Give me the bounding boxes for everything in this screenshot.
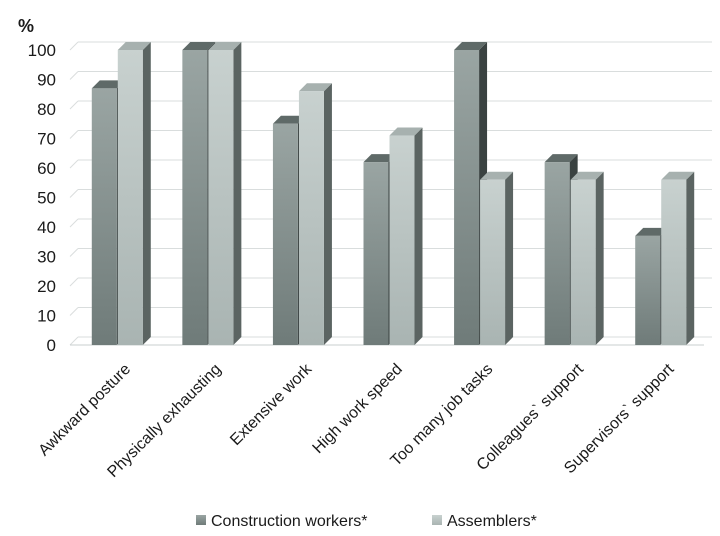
y-tick-label: 90 <box>37 71 56 90</box>
legend-label: Construction workers* <box>211 513 368 530</box>
y-tick-label: 70 <box>37 130 56 149</box>
y-tick-label: 60 <box>37 159 56 178</box>
legend-item-assemblers: Assemblers* <box>432 513 537 530</box>
y-tick-label: 30 <box>37 248 56 267</box>
y-tick-label: 50 <box>37 189 56 208</box>
x-category-label: Awkward posture <box>36 361 135 460</box>
gridline-side <box>69 130 79 139</box>
bar-assemblers <box>661 171 695 345</box>
gridline-side <box>69 277 79 287</box>
legend-item-construction-workers: Construction workers* <box>196 513 368 530</box>
x-category-label: Too many job tasks <box>388 361 497 470</box>
y-tick-label: 100 <box>28 41 56 60</box>
gridline-side <box>69 71 79 80</box>
legend-swatch <box>196 515 206 525</box>
gridline-side <box>69 100 79 110</box>
y-unit-label: % <box>18 16 34 36</box>
gridline-side <box>69 41 79 51</box>
gridline-side <box>69 159 79 169</box>
y-tick-label: 10 <box>37 307 56 326</box>
gridline-side <box>69 307 79 316</box>
y-tick-label: 80 <box>37 100 56 119</box>
gridline-side <box>69 218 79 228</box>
bar-assemblers <box>389 127 423 345</box>
bar-assemblers <box>480 171 514 345</box>
x-category-label: High work speed <box>310 361 406 457</box>
bar-assemblers <box>117 42 151 345</box>
y-tick-label: 0 <box>47 336 56 355</box>
y-tick-label: 20 <box>37 277 56 296</box>
gridline-side <box>69 336 79 346</box>
gridline-side <box>69 248 79 257</box>
x-category-label: Extensive work <box>227 360 316 449</box>
y-tick-label: 40 <box>37 218 56 237</box>
legend-label: Assemblers* <box>447 513 537 530</box>
bar-assemblers <box>298 83 332 346</box>
y-axis: 0 10 20 30 40 50 60 70 80 90 100 <box>28 41 56 355</box>
bar-assemblers <box>208 42 242 345</box>
gridline-side <box>69 189 79 198</box>
bar-assemblers <box>570 171 604 345</box>
bars <box>91 42 695 346</box>
legend-swatch <box>432 515 442 525</box>
legend: Construction workers* Assemblers* <box>196 513 537 530</box>
